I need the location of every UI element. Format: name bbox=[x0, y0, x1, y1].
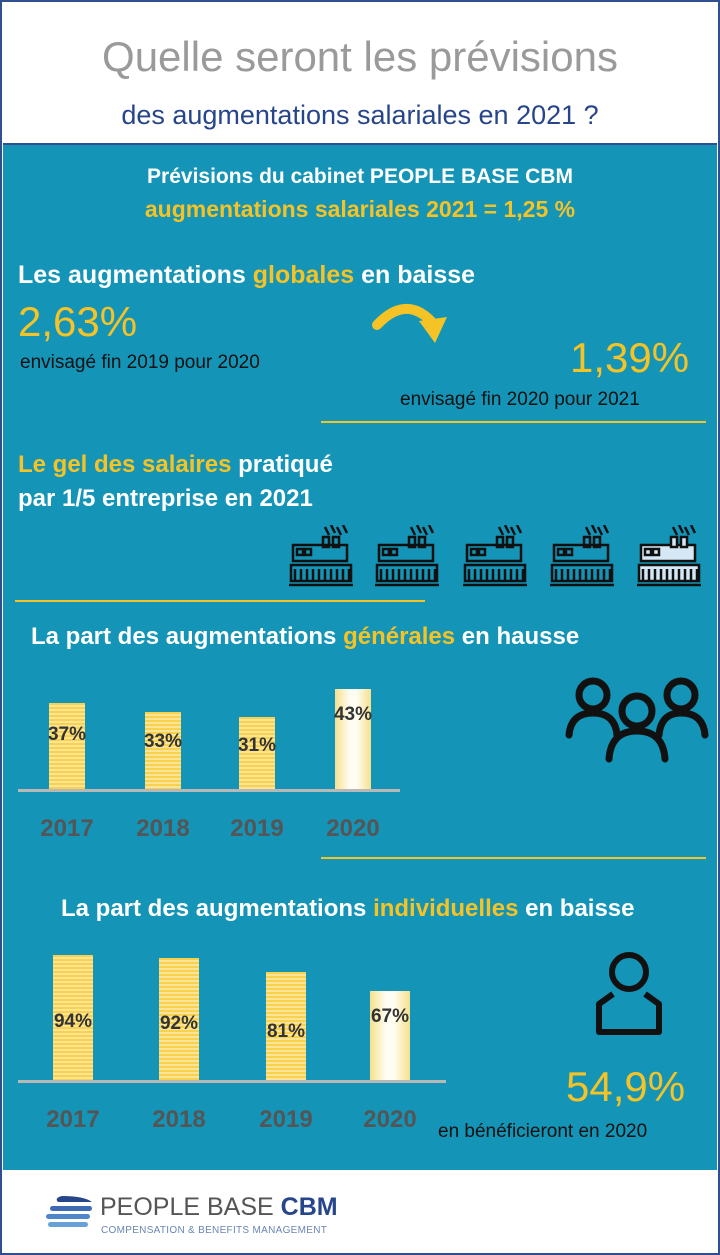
divider bbox=[321, 857, 706, 859]
page-title: Quelle seront les prévisions bbox=[102, 33, 618, 80]
individuelles-heading: La part des augmentations individuelles … bbox=[61, 895, 635, 922]
person-icon bbox=[596, 952, 662, 1035]
bar-2019 bbox=[266, 972, 306, 1080]
chart-axis bbox=[18, 789, 400, 792]
x-tick-label: 2017 bbox=[46, 1106, 100, 1133]
x-tick-label: 2019 bbox=[259, 1106, 313, 1133]
bar-value-label: 37% bbox=[47, 724, 87, 746]
generales-highlight: générales bbox=[343, 623, 456, 650]
factory-icon bbox=[463, 525, 527, 587]
content-panel: Prévisions du cabinet PEOPLE BASE CBM au… bbox=[3, 143, 717, 1170]
bar-value-label: 92% bbox=[159, 1012, 199, 1034]
chart-axis bbox=[18, 1080, 446, 1083]
gel-highlight: Le gel des salaires bbox=[18, 451, 232, 478]
bar-2018 bbox=[145, 712, 181, 789]
factory-icon-highlighted bbox=[637, 525, 701, 587]
individuelles-highlight: individuelles bbox=[373, 895, 519, 922]
divider bbox=[321, 421, 706, 423]
bar-2017 bbox=[53, 955, 93, 1080]
bar-2020 bbox=[335, 689, 371, 789]
bar-value-label: 31% bbox=[237, 734, 277, 756]
header: Quelle seront les prévisions des augment… bbox=[0, 0, 720, 140]
globales-value-2020: 2,63% bbox=[18, 298, 138, 345]
intro-forecast: augmentations salariales 2021 = 1,25 % bbox=[144, 196, 576, 222]
globales-heading: Les augmentations globales en baisse bbox=[18, 261, 476, 289]
page-subtitle: des augmentations salariales en 2021 ? bbox=[121, 100, 599, 130]
footer: PEOPLE BASE CBM COMPENSATION & BENEFITS … bbox=[0, 1170, 720, 1255]
brand-name: PEOPLE BASE CBM bbox=[100, 1193, 338, 1221]
group-people-icon bbox=[565, 677, 709, 763]
bar-value-label: 43% bbox=[333, 704, 373, 725]
bar-2017 bbox=[49, 702, 85, 789]
bar-value-label: 67% bbox=[370, 1005, 410, 1027]
stacked-lines-logo bbox=[46, 1196, 92, 1227]
x-tick-label: 2018 bbox=[136, 815, 190, 842]
x-tick-label: 2020 bbox=[363, 1106, 417, 1133]
bar-2019 bbox=[239, 716, 275, 789]
globales-value-2021: 1,39% bbox=[570, 334, 690, 381]
bar-2020 bbox=[370, 990, 410, 1080]
individuelles-stat-caption: en bénéficieront en 2020 bbox=[438, 1121, 648, 1142]
x-tick-label: 2018 bbox=[152, 1106, 206, 1133]
factory-icon bbox=[550, 525, 614, 587]
intro-line: Prévisions du cabinet PEOPLE BASE CBM bbox=[147, 165, 573, 188]
gel-heading-line2: par 1/5 entreprise en 2021 bbox=[18, 485, 313, 512]
gel-heading: Le gel des salaires pratiqué bbox=[18, 451, 333, 478]
x-tick-label: 2019 bbox=[230, 815, 284, 842]
factory-icon bbox=[289, 525, 353, 587]
x-tick-label: 2017 bbox=[40, 815, 94, 842]
bar-value-label: 81% bbox=[266, 1020, 306, 1042]
individuelles-stat: 54,9% bbox=[566, 1063, 686, 1110]
divider bbox=[15, 600, 425, 602]
globales-caption-2020: envisagé fin 2019 pour 2020 bbox=[20, 352, 260, 373]
generales-heading: La part des augmentations générales en h… bbox=[31, 623, 580, 650]
globales-highlight: globales bbox=[252, 261, 355, 289]
factory-icon bbox=[375, 525, 439, 587]
x-tick-label: 2020 bbox=[326, 815, 380, 842]
bar-2018 bbox=[159, 957, 199, 1080]
brand-tagline: COMPENSATION & BENEFITS MANAGEMENT bbox=[101, 1225, 328, 1236]
globales-caption-2021: envisagé fin 2020 pour 2021 bbox=[400, 389, 640, 410]
bar-value-label: 94% bbox=[53, 1011, 93, 1033]
bar-value-label: 33% bbox=[143, 731, 183, 753]
curved-arrow-down-right-icon bbox=[372, 303, 447, 343]
